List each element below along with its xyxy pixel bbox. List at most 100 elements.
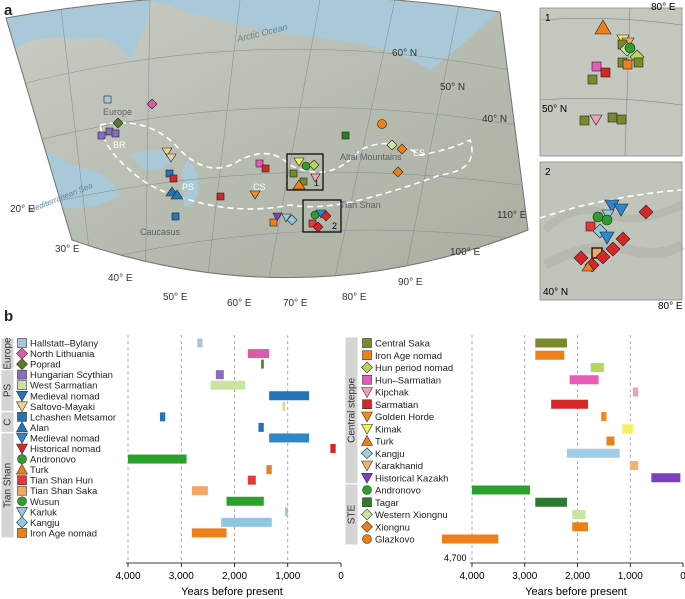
left-row-3-label: Hungarian Scythian [30, 370, 113, 381]
marker-central-saka-1 [289, 169, 298, 178]
marker-north-lithuania [146, 98, 158, 110]
marker-alan-2 [170, 189, 184, 200]
right-row-1-label: Iron Age nomad [375, 351, 442, 362]
left-tick-label-4000: 4,000 [115, 571, 140, 582]
left-row-2-marker [16, 358, 28, 371]
map-panel: Arctic Ocean Europe BR Mediterranean Sea… [5, 0, 685, 310]
inset1-central-saka-6 [607, 112, 618, 123]
right-row-15-label: Xiongnu [375, 522, 410, 533]
inset2-historical-nomad-4 [573, 250, 589, 266]
right-row-0-bar [535, 338, 567, 348]
right-row-15-marker [361, 520, 373, 533]
inset2-wusun-1 [592, 211, 604, 223]
right-row-8-bar [606, 436, 615, 446]
right-row-15-bar [572, 522, 589, 532]
tick-100e: 100° E [450, 247, 480, 258]
inset2-wusun-2 [601, 214, 613, 226]
right-row-13-bar [535, 497, 567, 507]
tick-50e: 50° E [163, 292, 188, 303]
tick-60e: 60° E [227, 298, 252, 309]
left-row-4-marker [17, 380, 27, 391]
left-row-5-label: Medieval nomad [30, 391, 100, 402]
right-row-8-marker [360, 434, 374, 446]
right-row-16-label: Glazkovo [375, 535, 415, 546]
left-row-2-bar [261, 359, 264, 369]
inset1-kipchak [589, 114, 603, 126]
left-row-13-label: Tian Shan Hun [30, 476, 93, 487]
left-group-box-1 [0, 369, 15, 412]
right-row-11-bar [651, 473, 681, 483]
left-row-8-bar [258, 422, 264, 432]
left-group-label-3: Tian Shan [3, 463, 14, 508]
place-caucasus: Caucasus [140, 227, 181, 237]
left-row-7-label: Lchashen Metsamor [30, 412, 116, 423]
left-row-9-bar [269, 433, 310, 443]
inset2-medieval-3 [599, 231, 615, 245]
inset1-central-saka-4 [587, 74, 598, 85]
marker-andronovo-cs [301, 161, 311, 171]
right-group-label-0: Central steppe [347, 377, 358, 442]
left-group-box-3 [0, 432, 15, 539]
left-row-17-bar [221, 517, 272, 527]
marker-medieval-nomad-eu-2 [169, 174, 178, 183]
right-row-6-label: Golden Horde [375, 412, 434, 423]
marker-turk-cs [292, 179, 306, 190]
right-row-5-bar [551, 399, 589, 409]
marker-historical-kazakh [272, 212, 283, 222]
inset2-historical-nomad-3 [605, 241, 621, 257]
right-row-4-bar [632, 387, 639, 397]
left-row-3-bar [215, 370, 224, 380]
inset2-historical-nomad-2 [615, 231, 631, 247]
right-row-16-bar [442, 534, 499, 544]
panel-b-letter: b [4, 308, 14, 325]
inset-box-2 [302, 199, 342, 233]
marker-west-sarmatian [111, 129, 120, 138]
inset1-iron-age [622, 59, 633, 70]
right-row-2-marker [361, 361, 373, 374]
left-row-1-label: North Lithuania [30, 349, 95, 360]
inset-box-1 [286, 153, 324, 191]
panel-a-letter: a [4, 2, 13, 19]
left-tick-label-2000: 2,000 [222, 571, 247, 582]
left-row-5-marker [15, 390, 29, 402]
inset1-hun-sarmatian [591, 61, 602, 72]
place-br: BR [113, 140, 126, 150]
inset1-central-saka-5 [579, 115, 590, 126]
left-row-1-marker [16, 347, 28, 360]
marker-western-xiongnu [386, 139, 398, 151]
right-row-0-marker [362, 338, 372, 348]
right-row-13-marker [362, 497, 372, 508]
left-xlabel: Years before present [181, 586, 283, 598]
right-tick-label-1000: 1,000 [618, 571, 643, 582]
left-row-17-marker [16, 516, 28, 529]
left-row-16-bar [285, 507, 288, 517]
tick-110e: 110° E [497, 210, 527, 221]
tick-90e: 90° E [398, 277, 423, 288]
marker-medieval-nomad-eu-1 [165, 169, 174, 178]
place-europe: Europe [103, 107, 132, 117]
left-row-6-bar [282, 401, 286, 411]
right-row-6-bar [601, 412, 607, 421]
marker-hungarian-scythian-2 [97, 131, 106, 140]
left-tick-label-0: 0 [338, 571, 344, 582]
marker-saltovo-2 [165, 153, 177, 163]
tick-70e: 70° E [283, 298, 308, 309]
right-row-3-label: Hun–Sarmatian [375, 375, 441, 386]
left-row-10-label: Historical nomad [30, 444, 101, 455]
right-row-10-bar [630, 461, 639, 470]
right-tick-label-0: 0 [680, 571, 685, 582]
marker-tian-shan-hun [308, 219, 317, 228]
left-group-label-0: Europe [3, 337, 14, 370]
marker-karluk [281, 213, 292, 223]
right-row-14-bar [572, 510, 586, 519]
left-row-11-marker [17, 454, 27, 464]
left-row-12-marker [15, 463, 29, 475]
left-row-14-bar [191, 486, 208, 496]
marker-xiongnu [396, 143, 408, 155]
left-row-16-label: Karluk [30, 507, 57, 518]
glazkovo-annotation: 4,700 [444, 553, 467, 563]
left-row-4-label: West Sarmatian [30, 381, 97, 392]
right-row-14-marker [361, 508, 373, 521]
right-group-box-1 [344, 483, 359, 546]
right-row-1-marker [362, 350, 372, 361]
